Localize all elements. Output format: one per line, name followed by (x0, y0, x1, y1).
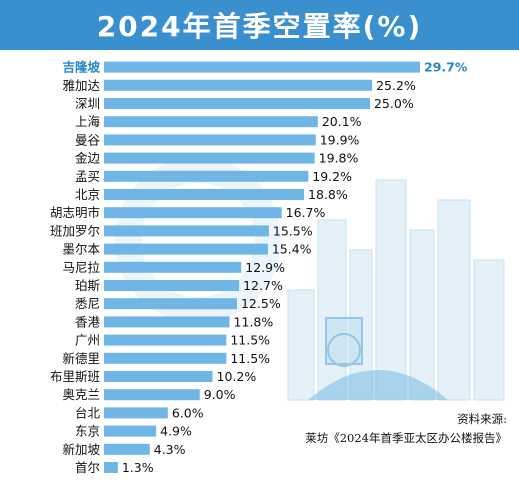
category-label: 奥克兰 (62, 387, 100, 402)
value-label: 12.9% (245, 260, 285, 275)
bar (104, 225, 269, 237)
value-label: 29.7% (424, 60, 468, 75)
category-label: 雅加达 (62, 78, 100, 93)
bar (104, 371, 213, 382)
bar (104, 61, 420, 73)
value-label: 19.2% (312, 169, 352, 184)
bar (104, 389, 200, 401)
chart-title: 2024年首季空置率(%) (0, 0, 519, 50)
value-label: 15.5% (273, 223, 313, 238)
bar (104, 207, 282, 219)
bar (104, 407, 168, 419)
value-label: 11.5% (230, 333, 270, 348)
category-label: 悉尼 (75, 296, 100, 311)
category-label: 香港 (75, 314, 101, 329)
category-label: 孟买 (75, 169, 100, 184)
bar (104, 189, 305, 200)
value-label: 16.7% (286, 205, 326, 220)
category-label: 墨尔本 (62, 242, 100, 257)
source-label: 资料来源: (457, 412, 507, 426)
category-label: 东京 (75, 424, 100, 439)
bar (104, 425, 157, 437)
value-label: 11.5% (230, 351, 270, 366)
category-label: 首尔 (75, 460, 100, 475)
source-text: 莱坊《2024年首季亚太区办公楼报告》 (305, 431, 507, 445)
category-label: 新德里 (62, 351, 100, 366)
category-label: 台北 (75, 405, 101, 420)
value-label: 19.9% (320, 132, 360, 147)
bar (104, 170, 309, 182)
value-label: 10.2% (217, 369, 257, 384)
source-note: 资料来源: 莱坊《2024年首季亚太区办公楼报告》 (305, 410, 507, 448)
value-label: 6.0% (172, 405, 204, 420)
category-label: 班加罗尔 (50, 223, 100, 238)
bar (104, 298, 237, 310)
bar (104, 152, 315, 164)
bar (104, 443, 150, 455)
value-label: 19.8% (319, 151, 359, 166)
value-label: 12.5% (241, 296, 281, 311)
value-label: 20.1% (322, 114, 362, 129)
bar (104, 261, 242, 273)
value-label: 11.8% (234, 314, 274, 329)
value-label: 25.2% (376, 78, 416, 93)
category-label: 金边 (75, 151, 101, 166)
bar (104, 462, 118, 473)
value-label: 4.3% (154, 442, 186, 457)
category-label: 深圳 (75, 96, 100, 111)
category-label: 新加坡 (62, 442, 100, 457)
category-label: 吉隆坡 (62, 60, 100, 75)
value-label: 18.8% (308, 187, 348, 202)
category-label: 马尼拉 (62, 260, 100, 275)
bar (104, 116, 318, 128)
category-label: 曼谷 (75, 132, 101, 147)
value-label: 1.3% (122, 460, 154, 475)
bar (104, 352, 227, 364)
category-label: 胡志明市 (50, 205, 100, 220)
category-label: 上海 (75, 114, 101, 129)
bar (104, 98, 370, 109)
bar (104, 280, 240, 291)
category-label: 广州 (75, 333, 100, 348)
bar-chart: 吉隆坡 29.7% 雅加达 25.2% 深圳 25.0% 上海 20.1% 曼谷 19.9% 金边 1… (50, 60, 468, 475)
bar (104, 134, 316, 146)
value-label: 25.0% (374, 96, 414, 111)
value-label: 9.0% (204, 387, 236, 402)
value-label: 4.9% (160, 424, 192, 439)
bar (104, 79, 373, 91)
category-label: 布里斯班 (50, 369, 100, 384)
category-label: 北京 (75, 187, 100, 202)
value-label: 15.4% (272, 242, 312, 257)
bar (104, 334, 227, 346)
bar (104, 316, 230, 328)
category-label: 珀斯 (75, 278, 100, 293)
bar (104, 243, 268, 255)
value-label: 12.7% (243, 278, 283, 293)
